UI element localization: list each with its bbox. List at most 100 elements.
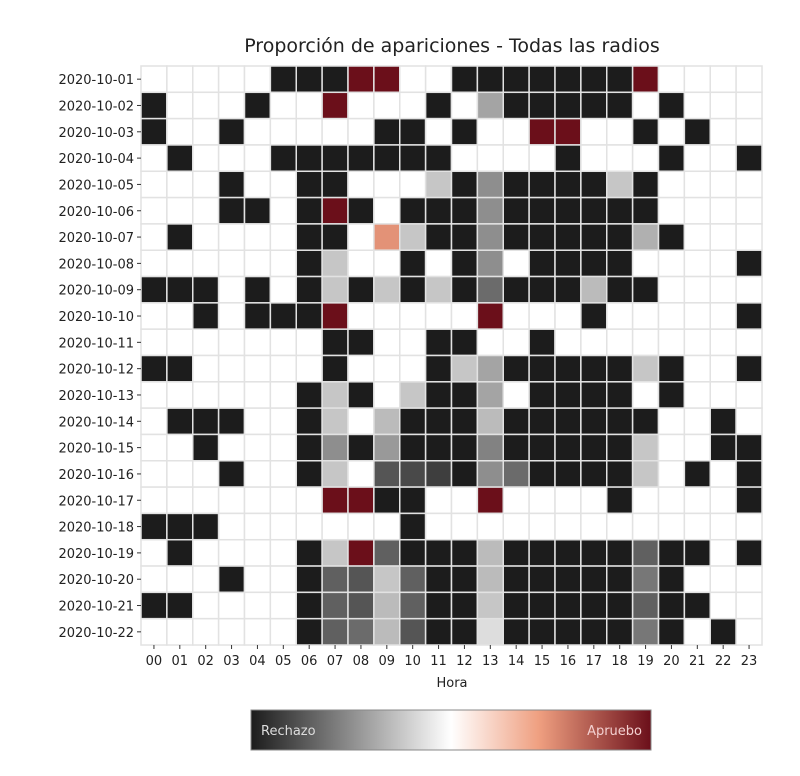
heatmap-cell: [243, 433, 272, 462]
heatmap-cell: [657, 65, 686, 94]
heatmap-cell: [269, 381, 297, 409]
heatmap-cell: [709, 512, 737, 541]
heatmap-cell: [554, 302, 582, 330]
heatmap-cell: [347, 591, 375, 620]
heatmap-cell: [735, 512, 763, 541]
heatmap-cell: [631, 617, 660, 646]
heatmap-cell: [450, 381, 479, 409]
heatmap-cell: [606, 617, 634, 646]
heatmap-cell: [709, 565, 737, 594]
heatmap-cell: [606, 170, 634, 199]
heatmap-cell: [295, 249, 323, 278]
heatmap-cell: [502, 512, 530, 541]
heatmap-cell: [683, 381, 711, 409]
heatmap-cell: [295, 170, 323, 199]
y-tick-label: 2020-10-20: [58, 573, 134, 588]
heatmap-cell: [424, 249, 453, 278]
heatmap-cell: [606, 117, 634, 146]
heatmap-cell: [243, 144, 272, 173]
heatmap-cell: [683, 144, 711, 173]
heatmap-cell: [347, 144, 375, 173]
heatmap-cell: [554, 328, 582, 357]
heatmap-cell: [735, 460, 763, 488]
y-tick-label: 2020-10-18: [58, 521, 134, 536]
heatmap-cell: [450, 407, 479, 436]
heatmap-cell: [528, 565, 556, 594]
heatmap-cell: [347, 433, 375, 462]
y-tick-label: 2020-10-19: [58, 547, 134, 562]
heatmap-cell: [450, 65, 479, 94]
heatmap-cell: [373, 170, 401, 199]
heatmap-cell: [399, 117, 427, 146]
heatmap-cell: [450, 617, 479, 646]
heatmap-cell: [709, 275, 737, 304]
heatmap-cell: [166, 538, 194, 567]
heatmap-cell: [657, 302, 686, 330]
heatmap-cell: [166, 617, 194, 646]
heatmap-cell: [657, 249, 686, 278]
heatmap-cell: [140, 328, 168, 357]
heatmap-cell: [631, 328, 660, 357]
heatmap-cell: [606, 433, 634, 462]
heatmap-cell: [295, 591, 323, 620]
heatmap-cell: [657, 460, 686, 488]
heatmap-cell: [580, 617, 608, 646]
heatmap-cell: [192, 328, 220, 357]
heatmap-cell: [606, 381, 634, 409]
heatmap-cell: [606, 512, 634, 541]
heatmap-cell: [502, 117, 530, 146]
heatmap-cell: [528, 144, 556, 173]
heatmap-cell: [399, 249, 427, 278]
heatmap-cell: [476, 381, 504, 409]
heatmap-cell: [424, 275, 453, 304]
heatmap-cell: [554, 91, 582, 120]
heatmap-cell: [657, 328, 686, 357]
x-tick-label: 07: [327, 654, 344, 669]
heatmap-cell: [399, 565, 427, 594]
heatmap-cell: [683, 512, 711, 541]
heatmap-cell: [631, 91, 660, 120]
heatmap-cell: [399, 275, 427, 304]
heatmap-cell: [450, 170, 479, 199]
heatmap-cell: [140, 538, 168, 567]
heatmap-cell: [399, 328, 427, 357]
x-tick-label: 13: [482, 654, 499, 669]
heatmap-cell: [192, 117, 220, 146]
heatmap-cell: [295, 512, 323, 541]
heatmap-cell: [580, 275, 608, 304]
heatmap-cell: [321, 407, 349, 436]
heatmap-cell: [683, 591, 711, 620]
heatmap-cell: [192, 275, 220, 304]
heatmap-cell: [476, 91, 504, 120]
heatmap-cell: [347, 617, 375, 646]
heatmap-cell: [683, 328, 711, 357]
heatmap-cell: [528, 170, 556, 199]
y-tick-label: 2020-10-10: [58, 310, 134, 325]
heatmap-cell: [528, 486, 556, 515]
heatmap-cell: [295, 91, 323, 120]
y-tick-label: 2020-10-17: [58, 494, 134, 509]
heatmap-cell: [140, 460, 168, 488]
heatmap-cell: [424, 433, 453, 462]
x-tick-label: 21: [689, 654, 706, 669]
heatmap-cell: [476, 65, 504, 94]
heatmap-cell: [502, 249, 530, 278]
heatmap-cell: [243, 407, 272, 436]
heatmap-cell: [631, 486, 660, 515]
heatmap-cell: [166, 460, 194, 488]
heatmap-cell: [528, 407, 556, 436]
heatmap-cell: [347, 302, 375, 330]
heatmap-cell: [347, 170, 375, 199]
heatmap-cell: [502, 407, 530, 436]
heatmap-cell: [399, 196, 427, 225]
heatmap-cell: [217, 91, 246, 120]
x-tick-label: 03: [223, 654, 240, 669]
heatmap-cell: [476, 144, 504, 173]
heatmap-cell: [347, 117, 375, 146]
heatmap-cell: [269, 196, 297, 225]
heatmap-cell: [399, 354, 427, 383]
heatmap-cell: [450, 117, 479, 146]
heatmap-cell: [709, 65, 737, 94]
heatmap-cell: [321, 512, 349, 541]
heatmap-cell: [735, 302, 763, 330]
